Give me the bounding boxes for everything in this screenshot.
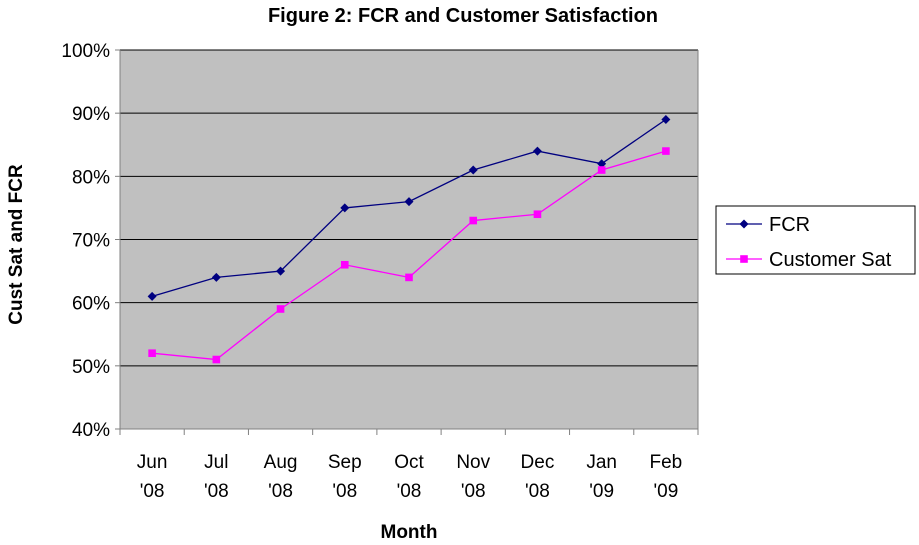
legend-entry: Customer Sat [726, 249, 892, 271]
x-tick-label-year: '08 [268, 481, 293, 502]
data-point [147, 291, 157, 301]
data-point [662, 147, 670, 155]
data-point [469, 216, 478, 225]
gridlines [120, 49, 698, 367]
chart-title: Figure 2: FCR and Customer Satisfaction [268, 5, 658, 27]
x-tick-label-month: Sep [328, 452, 362, 473]
data-point [148, 349, 156, 357]
x-tick-label-month: Oct [394, 452, 424, 473]
x-tick-label-month: Aug [264, 452, 298, 473]
x-tick-label-year: '09 [654, 481, 679, 502]
x-tick-label-year: '08 [332, 481, 357, 502]
legend-box [715, 205, 916, 275]
x-tick-label-month: Dec [521, 452, 555, 473]
y-tick-label: 90% [72, 104, 110, 125]
data-point [597, 159, 607, 169]
data-point [468, 165, 478, 175]
y-axis-title: Cust Sat and FCR [6, 164, 27, 325]
y-tick-label: 80% [72, 167, 110, 188]
y-tick-label: 50% [72, 357, 110, 378]
x-axis-title: Month [381, 522, 438, 543]
x-axis-ticks: Jun '08 Jul '08 Aug '08 Sep '08 Oct '08 Nov '08 Dec '… [119, 429, 699, 502]
data-point [340, 203, 350, 213]
legend-label: Customer Sat [769, 249, 892, 271]
x-tick-label-year: '08 [525, 481, 550, 502]
x-tick-label-month: Jan [586, 452, 617, 473]
x-tick-label-year: '08 [397, 481, 422, 502]
data-point [532, 146, 542, 156]
y-tick-label: 40% [72, 420, 110, 441]
legend-label: FCR [769, 214, 810, 236]
data-point [597, 166, 606, 174]
data-point [276, 266, 286, 276]
series-customer-sat [148, 147, 670, 364]
x-tick-label-month: Jun [137, 452, 168, 473]
data-point [276, 305, 285, 313]
y-tick-label: 60% [72, 294, 110, 315]
legend: FCR Customer Sat [715, 205, 916, 275]
x-tick-label-year: '08 [461, 481, 486, 502]
legend-marker [739, 219, 749, 229]
x-tick-label-year: '08 [204, 481, 229, 502]
data-point [404, 197, 414, 207]
legend-entry: FCR [726, 214, 810, 236]
y-tick-label: 100% [61, 41, 110, 62]
x-tick-label-month: Jul [204, 452, 228, 473]
data-point [661, 114, 671, 124]
y-axis-ticks: 40% 50% 60% 70% 80% 90% 100% [61, 41, 120, 441]
series-fcr [147, 114, 671, 301]
x-tick-label-month: Feb [650, 452, 683, 473]
data-point [533, 210, 542, 219]
y-tick-label: 70% [72, 231, 110, 252]
x-tick-label-month: Nov [456, 452, 490, 473]
data-point [212, 355, 221, 364]
data-point [211, 272, 221, 282]
legend-marker [740, 255, 748, 263]
series-layer [147, 114, 671, 364]
data-point [405, 273, 413, 282]
data-point [340, 260, 349, 269]
x-tick-label-year: '08 [140, 481, 165, 502]
x-tick-label-year: '09 [589, 481, 614, 502]
